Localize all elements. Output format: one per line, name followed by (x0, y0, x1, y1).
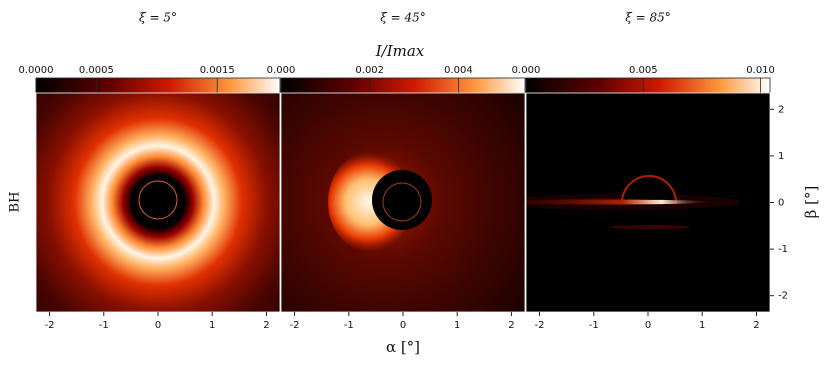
x-tick-label: -2 (45, 320, 55, 331)
x-tick-label: -2 (290, 320, 300, 331)
panel-title: ξ = 45° (380, 11, 426, 25)
x-tick-label: 0 (400, 320, 406, 331)
x-tick-label: 2 (508, 320, 514, 331)
row-label: BH (8, 192, 23, 213)
x-axis-label: α [°] (386, 338, 420, 356)
colorbar-tick-label: 0.004 (444, 65, 473, 76)
x-tick-label: -1 (589, 320, 599, 331)
y-tick-label: -2 (778, 291, 788, 302)
colorbar-tick-label: 0.000 (267, 65, 296, 76)
y-tick-label: 0 (778, 198, 784, 209)
x-tick-label: 1 (454, 320, 460, 331)
y-axis-label: β [°] (802, 186, 820, 219)
y-tick-label: 1 (778, 151, 784, 162)
x-tick-label: 0 (645, 320, 651, 331)
colorbar-tick-label: 0.005 (629, 65, 658, 76)
colorbar-tick-label: 0.0005 (79, 65, 114, 76)
colorbar-tick-label: 0.002 (355, 65, 384, 76)
colorbar (35, 77, 281, 94)
panel-image (36, 93, 280, 312)
panel-title: ξ = 5° (139, 11, 177, 25)
y-tick-label: -1 (778, 244, 788, 255)
colorbar (280, 77, 526, 94)
x-tick-label: 0 (155, 320, 161, 331)
x-tick-label: 2 (263, 320, 269, 331)
x-tick-label: -1 (344, 320, 354, 331)
colorbar-tick-label: 0.010 (746, 65, 775, 76)
colorbar-tick-label: 0.000 (512, 65, 541, 76)
x-tick-label: 1 (209, 320, 215, 331)
x-tick-label: 2 (753, 320, 759, 331)
colorbar-tick-label: 0.0000 (19, 65, 54, 76)
panel-title: ξ = 85° (625, 11, 671, 25)
x-tick-label: -1 (99, 320, 109, 331)
colorbar-tick-label: 0.0015 (200, 65, 235, 76)
x-tick-label: -2 (535, 320, 545, 331)
colorbar (525, 77, 771, 94)
colorbar-label: I/Imax (375, 42, 425, 60)
panel-image (281, 93, 525, 312)
panel-image (526, 93, 770, 312)
y-tick-label: 2 (778, 104, 784, 115)
x-tick-label: 1 (699, 320, 705, 331)
